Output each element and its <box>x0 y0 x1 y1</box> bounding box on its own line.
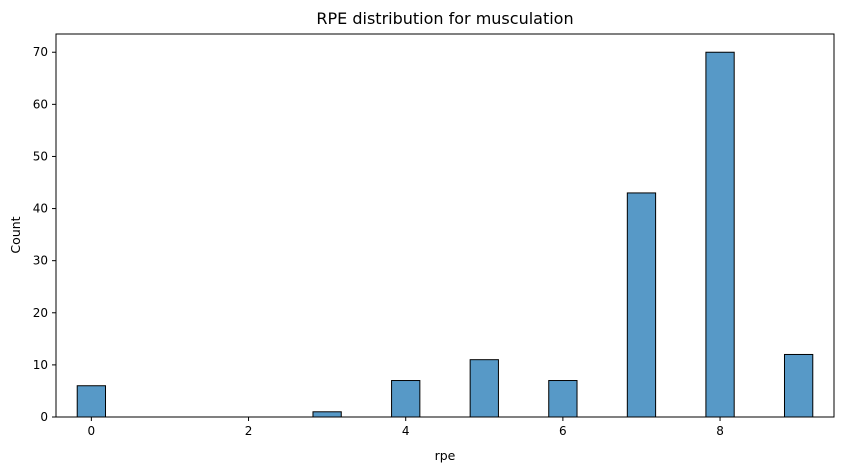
y-tick-label: 40 <box>33 202 48 216</box>
histogram-bar-rpe-0 <box>76 385 107 418</box>
x-axis-label: rpe <box>435 448 456 463</box>
x-axis-ticks: 0 2 4 6 8 <box>88 417 724 438</box>
x-tick-label: 4 <box>402 424 410 438</box>
histogram-bar-rpe-5 <box>469 359 499 418</box>
y-tick-label: 50 <box>33 149 48 163</box>
y-tick-label: 0 <box>40 410 48 424</box>
x-tick-label: 2 <box>245 424 253 438</box>
y-tick-label: 30 <box>33 254 48 268</box>
x-tick-label: 6 <box>559 424 567 438</box>
y-tick-label: 70 <box>33 45 48 59</box>
chart-title: RPE distribution for musculation <box>316 9 573 28</box>
histogram-bar-rpe-3 <box>312 411 342 418</box>
y-axis-label: Count <box>8 216 23 253</box>
histogram-bar-rpe-8 <box>705 51 735 418</box>
y-tick-label: 20 <box>33 306 48 320</box>
y-tick-label: 60 <box>33 97 48 111</box>
histogram-bar-rpe-7 <box>626 192 657 418</box>
x-tick-label: 0 <box>88 424 96 438</box>
histogram-bar-rpe-6 <box>548 380 578 418</box>
bars-group <box>76 51 814 418</box>
histogram-bar-rpe-9 <box>783 353 814 418</box>
x-tick-label: 8 <box>716 424 724 438</box>
y-axis-ticks: 0 10 20 30 40 50 60 70 <box>33 45 56 424</box>
histogram-bar-rpe-4 <box>391 380 421 418</box>
plot-frame <box>55 33 835 418</box>
y-tick-label: 10 <box>33 358 48 372</box>
